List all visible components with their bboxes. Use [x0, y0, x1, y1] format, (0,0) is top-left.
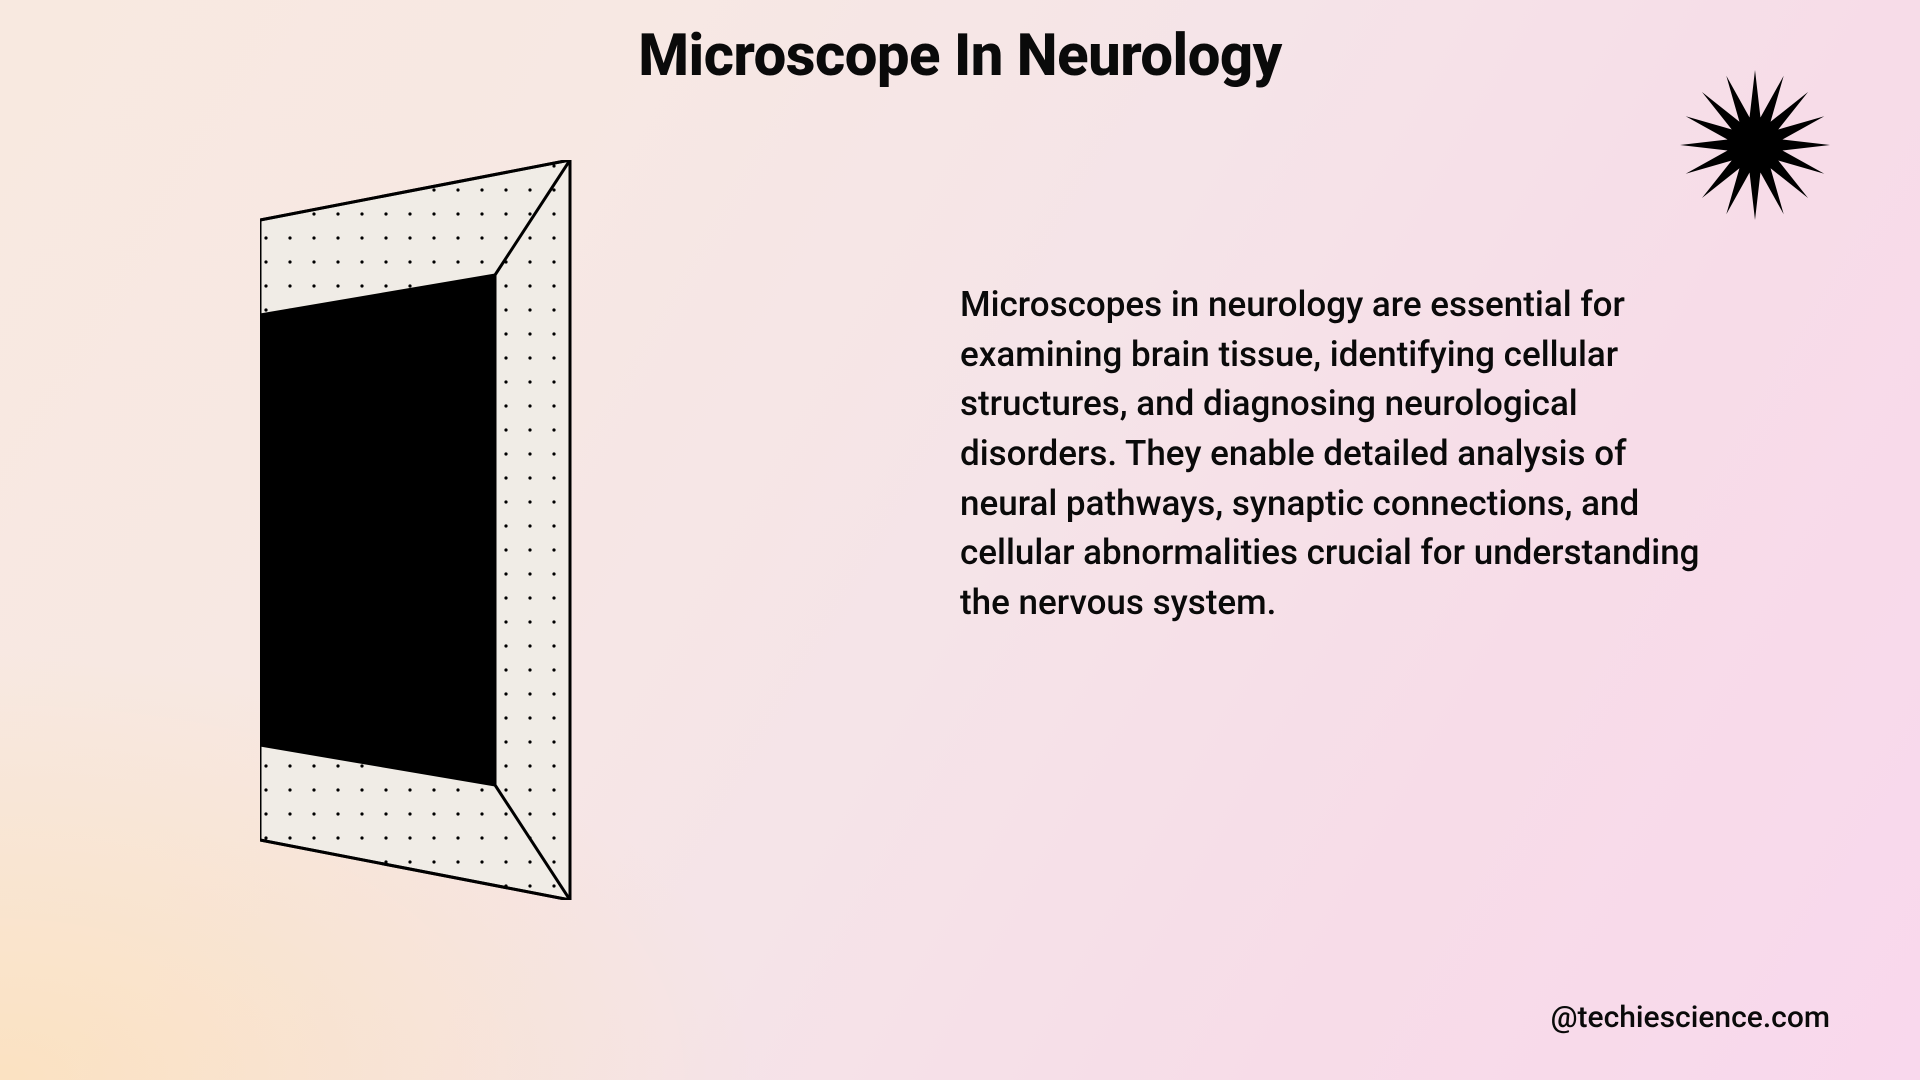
attribution: @techiescience.com [1551, 1000, 1830, 1035]
body-text: Microscopes in neurology are essential f… [960, 280, 1700, 628]
geometric-3d-shape [260, 160, 670, 900]
starburst-icon [1680, 70, 1830, 220]
page-title: Microscope In Neurology [0, 22, 1920, 90]
